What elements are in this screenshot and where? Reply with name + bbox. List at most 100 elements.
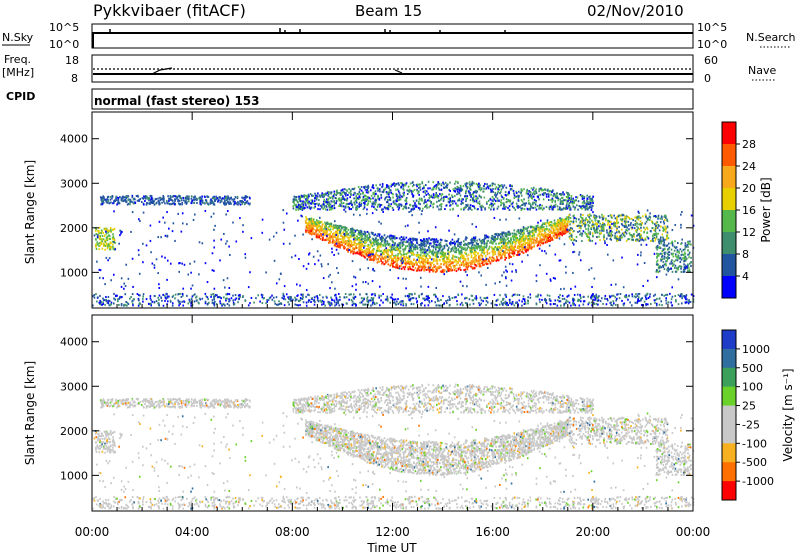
power-cell (397, 252, 399, 255)
power-cell (106, 198, 109, 201)
power-cell (492, 237, 495, 240)
power-cell (474, 236, 477, 239)
power-cell (299, 198, 302, 201)
power-cell (480, 245, 482, 248)
power-cell (214, 300, 216, 303)
power-cell (158, 298, 160, 301)
power-cell (497, 234, 499, 237)
power-cell (401, 245, 404, 248)
power-cell (353, 241, 355, 244)
power-cell (292, 207, 295, 210)
power-cell (522, 234, 525, 237)
power-cell (368, 236, 370, 239)
power-cell (435, 304, 438, 307)
power-cell (350, 298, 353, 301)
power-cell (579, 300, 582, 303)
power-cell (416, 269, 419, 272)
power-cell (478, 304, 481, 307)
power-cell (532, 188, 534, 191)
power-cell (132, 202, 135, 205)
power-cell (548, 193, 550, 196)
power-cell (236, 197, 239, 200)
power-cell (390, 246, 393, 249)
power-cell (323, 198, 326, 201)
power-cell (477, 256, 480, 259)
power-cell (670, 301, 672, 304)
power-cell (469, 241, 472, 244)
power-cell (512, 249, 515, 252)
power-cell (335, 200, 338, 203)
power-cell (373, 195, 376, 198)
power-cell (520, 245, 523, 248)
power-cell (418, 260, 421, 263)
power-cell (391, 263, 394, 266)
power-cell (497, 236, 499, 239)
power-cell (400, 262, 403, 265)
power-cell (686, 298, 688, 301)
power-cell (554, 299, 557, 302)
power-cell (391, 265, 394, 268)
power-cell (533, 198, 536, 201)
power-cell (357, 231, 360, 234)
power-cell (342, 202, 345, 205)
power-cell (499, 238, 501, 241)
power-cell (502, 252, 504, 255)
power-cell (406, 262, 409, 265)
power-cell (414, 292, 416, 295)
power-cell (422, 258, 425, 261)
power-cell (602, 302, 604, 305)
power-cell (100, 300, 102, 303)
power-cell (486, 242, 488, 245)
power-cell (100, 229, 103, 232)
power-cell (542, 240, 544, 243)
power-cell (416, 263, 418, 266)
power-cell (320, 234, 323, 237)
power-cell (112, 235, 115, 238)
power-cell (265, 302, 267, 305)
power-cell (100, 203, 102, 206)
power-cell (392, 257, 394, 260)
power-cell (204, 302, 207, 305)
power-cell (147, 302, 150, 305)
power-cell (467, 258, 470, 261)
power-cell (605, 303, 608, 306)
power-cell (468, 261, 471, 264)
power-cell (352, 252, 355, 255)
power-cell (139, 294, 141, 297)
power-cell (671, 304, 674, 307)
power-cell (288, 297, 290, 300)
power-cell (205, 201, 208, 204)
power-cell (453, 266, 455, 269)
power-cell (215, 303, 218, 306)
power-cell (170, 203, 173, 206)
power-cell (690, 293, 693, 296)
power-cell (565, 229, 568, 232)
power-cell (114, 200, 117, 203)
power-cell (522, 231, 524, 234)
power-cell (228, 293, 231, 296)
power-cell (336, 225, 339, 228)
power-cell (282, 292, 285, 295)
power-cell (515, 233, 518, 236)
power-cell (192, 198, 195, 201)
power-cell (103, 244, 106, 247)
power-cell (132, 298, 135, 301)
power-cell (492, 254, 494, 257)
power-cell (98, 248, 101, 251)
power-cell (374, 233, 377, 236)
power-cell (181, 300, 183, 303)
power-cell (504, 233, 507, 236)
power-cell (528, 202, 530, 205)
power-cell (306, 225, 309, 228)
power-cell (116, 203, 118, 206)
power-cell (466, 266, 468, 269)
power-cell (451, 238, 454, 241)
power-cell (518, 244, 521, 247)
power-cell (510, 239, 512, 242)
power-cell (422, 251, 424, 254)
power-cell (576, 293, 579, 296)
power-cell (541, 238, 543, 241)
power-cell (466, 197, 468, 200)
power-cell (318, 228, 320, 231)
power-cell (328, 301, 331, 304)
